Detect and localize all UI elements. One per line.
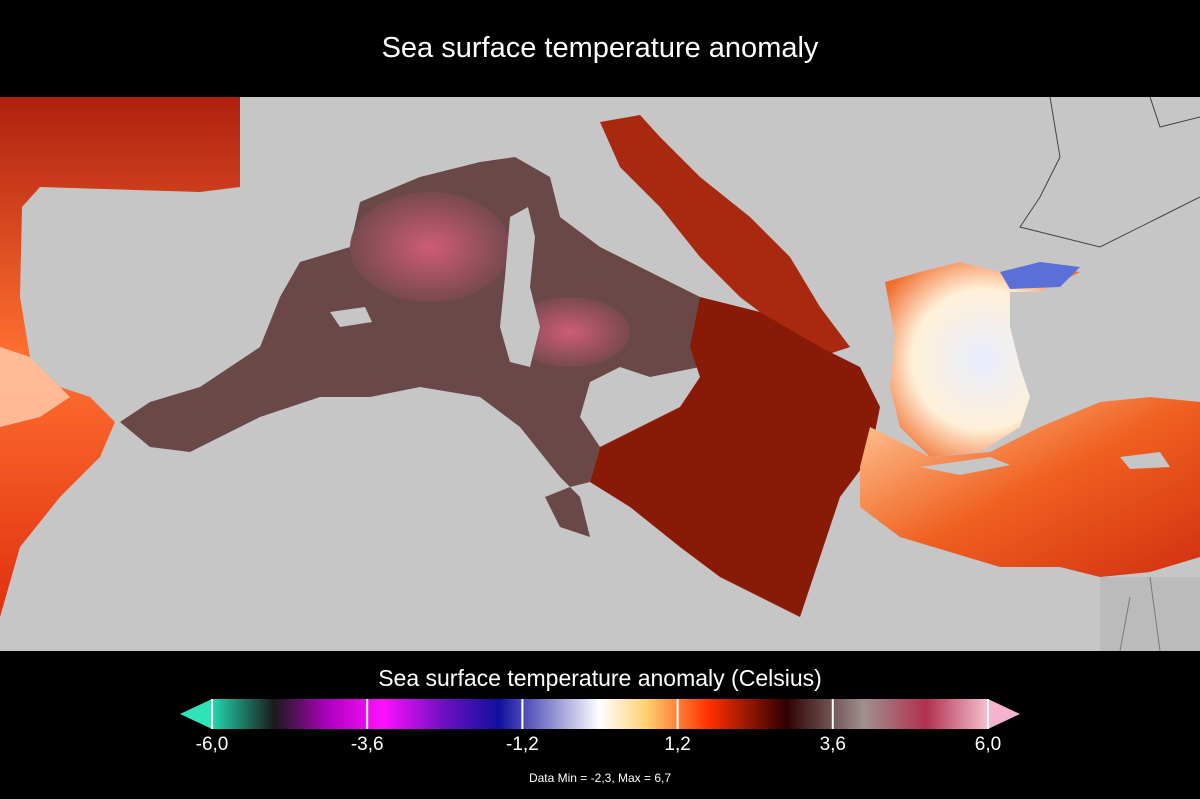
colorbar-gradient	[212, 699, 988, 729]
colorbar-tick-label: 3,6	[819, 734, 847, 755]
colorbar-tick-label: 6,0	[974, 734, 1002, 755]
border-lines	[1019, 97, 1200, 651]
western-mediterranean-region	[120, 157, 720, 537]
colorbar-tick-label: -3,6	[350, 734, 384, 755]
eastern-mediterranean-region	[860, 397, 1200, 577]
gulf-of-lion-warm	[350, 192, 510, 302]
colorbar-tick-label: 1,2	[664, 734, 691, 755]
overflow-arrow	[988, 699, 1020, 729]
adriatic-sea-region	[600, 115, 850, 357]
tyrrhenian-warm	[510, 297, 630, 367]
crete-island	[920, 457, 1010, 475]
legend-title: Sea surface temperature anomaly (Celsius…	[378, 665, 822, 691]
central-mediterranean-region	[590, 297, 880, 617]
page-title: Sea surface temperature anomaly	[381, 32, 819, 64]
underflow-arrow	[180, 699, 212, 729]
colorbar-ticks	[211, 699, 989, 729]
balearic-islands	[330, 307, 372, 327]
colorbar-tick-label: -1,2	[506, 734, 539, 755]
corsica-sardinia	[500, 207, 540, 367]
data-stats: Data Min = -2,3, Max = 6,7	[528, 771, 672, 785]
cyprus-island	[1120, 452, 1170, 469]
aegean-sea-region	[885, 262, 1080, 457]
sea-of-marmara	[1000, 262, 1080, 289]
sea-temperature-map	[0, 97, 1200, 651]
atlantic-coastal-warm	[0, 347, 70, 427]
colorbar-legend: Sea surface temperature anomaly (Celsius…	[0, 651, 1200, 799]
colorbar	[180, 699, 1020, 729]
atlantic-ocean-region	[0, 97, 240, 617]
colorbar-tick-label: -6,0	[195, 734, 229, 755]
